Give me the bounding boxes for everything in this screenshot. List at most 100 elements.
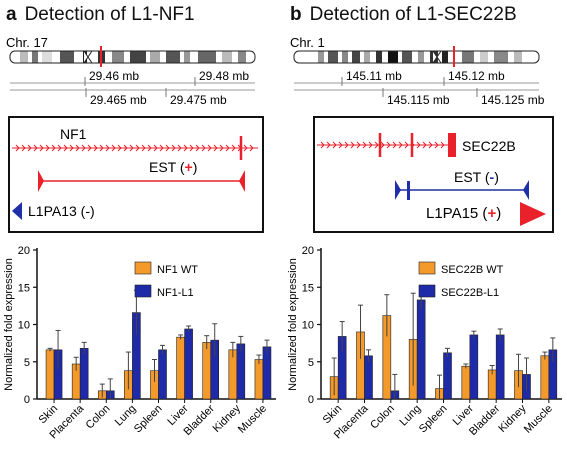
x-tick-label: Muscle — [236, 403, 269, 436]
chromosome-band — [32, 51, 38, 63]
gene-track-chevrons — [15, 144, 254, 152]
chromosome-band — [130, 51, 146, 63]
chromosome-label: Chr. 1 — [290, 35, 325, 50]
y-tick-label: 5 — [24, 357, 30, 369]
chromosome-band — [112, 51, 124, 63]
y-tick-label: 15 — [18, 282, 30, 294]
legend-label: NF1-L1 — [157, 287, 194, 299]
bar — [540, 355, 550, 400]
l1-arrow — [12, 202, 22, 220]
l1-sign: + — [487, 205, 496, 222]
scale-label: 145.12 mb — [448, 69, 505, 83]
bar-chart: Normalized fold expression05101520SkinPl… — [3, 245, 276, 441]
est-label-close: ) — [193, 159, 198, 175]
scale-label: 29.46 mb — [89, 69, 139, 83]
gene-track-chevrons — [320, 141, 445, 149]
legend-swatch — [418, 284, 436, 298]
gene-diagram: NF1 EST (+) L1PA13 (-) — [8, 116, 264, 233]
est-label-text: EST ( — [149, 159, 185, 175]
y-tick-label: 10 — [302, 320, 314, 332]
chromosome-ideogram — [293, 46, 540, 67]
chromosome-band — [418, 51, 424, 63]
scale-label: 29.48 mb — [199, 69, 249, 83]
panel-b-figure: Chr. 1 145.11 mb 145.12 mb 145.115 mb 145.12… — [287, 35, 562, 441]
chromosome-band — [376, 51, 382, 63]
y-tick-label: 15 — [302, 282, 314, 294]
bar — [254, 359, 264, 400]
diagram-box — [8, 116, 264, 233]
y-tick-label: 0 — [308, 394, 314, 406]
panel-title: a Detection of L1-NF1 — [6, 4, 195, 26]
panel-letter: a — [6, 4, 17, 25]
chromosome-band — [480, 51, 488, 63]
chromosome-label: Chr. 17 — [6, 35, 48, 50]
panel-title-text: Detection of L1-NF1 — [24, 4, 195, 25]
chromosome-band — [20, 51, 28, 63]
panel-a-figure: Chr. 17 29.46 mb 29.48 mb 29.465 mb 29.475 m… — [3, 35, 276, 441]
x-tick-label: Spleen — [132, 403, 165, 436]
centromere — [432, 50, 442, 64]
chromosome-band — [60, 51, 74, 63]
scale-label: 145.11 mb — [346, 69, 402, 83]
y-axis-label: Normalized fold expression — [3, 258, 15, 391]
est-label: EST (-) — [454, 169, 499, 185]
x-tick-label: Muscle — [522, 403, 555, 436]
bar — [262, 346, 272, 400]
bar — [416, 299, 426, 400]
chromosome-band — [442, 51, 448, 63]
chromosome-band — [150, 51, 160, 63]
gene-label: NF1 — [60, 126, 87, 142]
chromosome-band — [198, 51, 216, 63]
legend-label: NF1 WT — [157, 264, 198, 276]
chromosome-band — [402, 51, 412, 63]
legend-label: SEC22B-L1 — [441, 287, 499, 299]
l1-arrow — [520, 202, 546, 226]
bar — [202, 342, 212, 400]
chromosome-band — [494, 51, 508, 63]
bar — [236, 343, 246, 400]
panel-title-text: Detection of L1-SEC22B — [309, 4, 517, 25]
legend-swatch — [418, 261, 436, 275]
legend-swatch — [134, 284, 152, 298]
bar — [443, 352, 452, 400]
y-tick-label: 5 — [308, 357, 314, 369]
diagram-box — [313, 116, 554, 233]
bar — [79, 348, 89, 400]
bar — [184, 328, 193, 400]
est-end-left — [395, 180, 401, 200]
chromosome-band — [388, 51, 398, 63]
bar — [176, 336, 185, 400]
bar — [469, 334, 479, 400]
bar — [364, 355, 373, 400]
legend-swatch — [134, 261, 152, 275]
scale-label: 29.465 mb — [90, 93, 147, 107]
est-end-right — [523, 180, 529, 200]
centromere — [83, 50, 93, 64]
est-sign: - — [490, 169, 495, 185]
bar — [495, 334, 505, 400]
est-end-right — [239, 170, 245, 192]
chromosome-band — [238, 51, 246, 63]
y-tick-label: 0 — [24, 394, 30, 406]
chromosome-band — [42, 51, 52, 63]
est-label-text: EST ( — [454, 169, 490, 185]
chromosome-band — [462, 51, 474, 63]
l1-label: L1PA15 (+) — [426, 205, 501, 222]
l1-label: L1PA13 (-) — [28, 203, 95, 219]
chromosome-ideogram — [9, 46, 256, 67]
panel-a: a Detection of L1-NF1 Chr. 17 29.46 mb 29.4… — [0, 0, 283, 454]
est-sign: + — [185, 159, 193, 175]
legend-label: SEC22B WT — [441, 264, 504, 276]
x-tick-label: Colon — [368, 403, 397, 432]
scale-label: 145.125 mb — [481, 93, 545, 107]
chromosome-band — [364, 51, 370, 63]
panel-letter: b — [290, 4, 302, 25]
chromosome-band — [352, 51, 360, 63]
chromosome-band — [328, 51, 338, 63]
est-end-left — [38, 170, 44, 192]
exon-block — [448, 133, 456, 157]
x-tick-label: Spleen — [417, 403, 450, 436]
chromosome-band — [342, 51, 348, 63]
bar-chart: Normalized fold expression05101520SkinPl… — [287, 245, 562, 441]
